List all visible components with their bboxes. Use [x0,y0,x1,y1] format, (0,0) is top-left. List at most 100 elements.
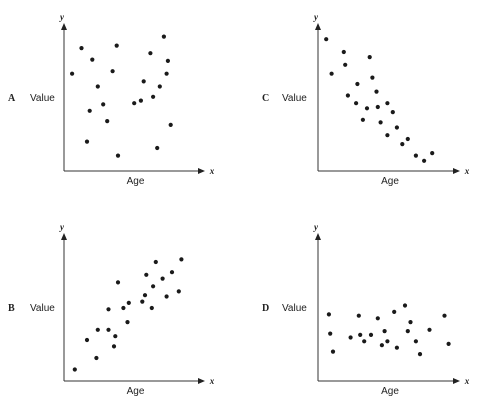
data-point [95,327,100,332]
data-point [141,79,146,84]
data-point [101,102,106,107]
data-point [367,55,372,60]
data-point [125,320,130,325]
data-point [84,337,90,343]
y-axis-letter: y [313,222,319,232]
data-point [94,355,99,361]
data-point [106,327,111,332]
data-point [79,46,84,51]
data-point [345,93,350,98]
data-point [121,305,126,311]
data-point [328,331,333,336]
data-point [378,120,383,125]
data-point [148,51,153,56]
data-point [385,339,390,344]
y-axis-title: Value [282,303,307,314]
data-point [385,133,390,138]
data-point [413,339,418,344]
data-point [370,75,375,80]
data-point [430,151,435,156]
data-point [362,339,367,344]
data-point [417,352,423,357]
data-point [151,284,156,289]
data-point [354,101,359,106]
data-point [90,57,95,62]
panel-letter: B [8,303,15,314]
data-point [132,101,137,106]
data-point [111,344,117,349]
y-axis-letter: y [313,12,319,22]
data-point [149,305,154,311]
data-point [374,89,379,94]
data-point [157,84,162,89]
data-point [164,294,169,299]
data-point [164,71,169,76]
data-point [405,136,410,142]
data-point [413,153,418,158]
data-point [329,71,334,76]
data-point [106,307,111,312]
data-point [155,145,160,151]
data-point [113,334,118,339]
data-point [390,110,395,115]
data-point [115,280,121,285]
data-point [402,303,408,308]
data-point [110,69,115,74]
data-point [446,341,451,346]
x-axis-title: Age [127,386,145,397]
data-point [153,259,158,265]
x-axis-arrowhead [453,168,460,174]
data-point [375,104,380,110]
scatter-panel-a: y x A Value Age [8,12,215,187]
x-axis-arrowhead [198,168,205,174]
data-point [343,62,348,67]
data-point [140,299,145,304]
y-axis-arrowhead [315,23,321,30]
data-point [379,343,384,348]
data-point [392,309,397,314]
data-point [105,119,110,124]
data-point [394,345,399,350]
data-point [348,335,353,340]
x-axis-letter: x [464,376,470,386]
data-point [330,349,336,354]
x-axis-title: Age [381,386,399,397]
data-point [169,270,175,275]
x-axis-letter: x [209,166,215,176]
y-axis-arrowhead [61,233,67,240]
data-point [179,257,184,262]
data-point [144,272,149,277]
data-point [168,122,173,127]
y-axis-title: Value [282,93,307,104]
x-axis-title: Age [381,176,399,187]
x-axis-letter: x [464,166,470,176]
data-point [324,37,329,42]
y-axis-title: Value [30,303,55,314]
x-axis-title: Age [127,176,145,187]
data-point [126,300,131,305]
data-point [400,142,405,147]
data-point [356,313,361,318]
data-point [442,313,447,318]
data-point [142,293,148,298]
data-point [408,320,413,325]
data-point [160,276,165,281]
data-point [385,101,390,106]
data-point [382,329,387,334]
data-point [422,158,427,163]
y-axis-arrowhead [61,23,67,30]
panel-letter: A [8,93,16,104]
x-axis-letter: x [209,376,215,386]
y-axis-letter: y [59,12,65,22]
data-point [70,71,75,76]
data-point [95,84,100,89]
data-point [165,58,170,64]
data-point [368,332,374,337]
panel-letter: C [262,93,269,104]
x-axis-arrowhead [453,378,460,384]
data-point [138,98,143,103]
scatter-panel-b: y x B Value Age [8,222,215,397]
data-point [360,117,365,122]
data-point [114,43,119,48]
